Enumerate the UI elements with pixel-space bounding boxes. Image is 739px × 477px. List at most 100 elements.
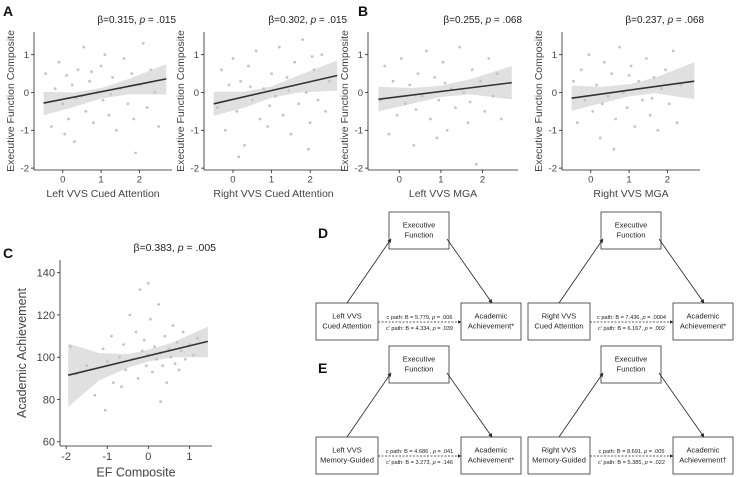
outcome-box bbox=[672, 436, 734, 475]
x-tick-label: 0 bbox=[60, 175, 65, 186]
a-path-arrow bbox=[558, 238, 604, 304]
mediator-label: Executive bbox=[403, 355, 436, 364]
data-point bbox=[132, 117, 136, 121]
data-point bbox=[115, 128, 118, 132]
data-point bbox=[610, 72, 614, 75]
data-point bbox=[262, 87, 266, 91]
c-prime-path-label-p-label: p bbox=[432, 326, 436, 332]
data-point bbox=[103, 408, 107, 412]
y-tick-label: 140 bbox=[37, 268, 55, 280]
mediator-label: Function bbox=[405, 231, 434, 240]
data-point bbox=[134, 151, 138, 155]
title-p-label: p bbox=[177, 242, 184, 254]
data-point bbox=[429, 117, 432, 121]
data-point bbox=[474, 162, 478, 166]
y-tick-label: 80 bbox=[43, 394, 55, 406]
x-tick-label: 0 bbox=[230, 175, 235, 186]
y-axis-label: Executive Function Composite bbox=[5, 30, 17, 172]
data-point bbox=[441, 60, 445, 64]
panel-letter-c: C bbox=[3, 245, 13, 261]
data-point bbox=[667, 102, 671, 106]
x-tick-label: 0 bbox=[145, 451, 151, 463]
data-point bbox=[92, 121, 95, 125]
mediator-box bbox=[388, 211, 450, 250]
predictor-box bbox=[315, 436, 379, 475]
data-point bbox=[109, 93, 113, 96]
outcome-label: Academic bbox=[687, 312, 720, 321]
regression-line bbox=[68, 340, 209, 376]
chart-b2: 0 1 2 -2 -1 0 1 Right VVS MGA Executive Function… bbox=[533, 15, 704, 200]
title-beta: β=0.302, bbox=[268, 15, 310, 26]
confidence-band bbox=[43, 64, 167, 116]
data-point bbox=[173, 362, 177, 365]
data-point bbox=[310, 55, 314, 58]
data-point bbox=[118, 355, 121, 359]
c-prime-path-label-text: c' path: B = 6.167, bbox=[598, 326, 645, 332]
data-point bbox=[175, 341, 179, 344]
data-point bbox=[266, 125, 270, 128]
title-p-value: = .015 bbox=[316, 15, 347, 26]
data-point bbox=[387, 132, 391, 136]
panel-letter-a: A bbox=[3, 3, 13, 19]
regression-line bbox=[213, 74, 338, 105]
title-beta: β=0.255, bbox=[443, 15, 485, 26]
data-point bbox=[627, 74, 631, 77]
data-point bbox=[316, 98, 320, 102]
data-point bbox=[483, 110, 487, 113]
data-point bbox=[629, 64, 633, 68]
c-path-label-p-label: p bbox=[642, 315, 646, 321]
data-point bbox=[88, 79, 91, 83]
data-point bbox=[231, 57, 235, 60]
c-path-label-p-label: p bbox=[431, 315, 435, 321]
y-tick-label: 0 bbox=[24, 88, 29, 99]
y-tick-label: -1 bbox=[549, 126, 557, 137]
data-point bbox=[466, 121, 470, 125]
predictor-label: Memory-Guided bbox=[532, 456, 586, 465]
data-point bbox=[437, 98, 441, 102]
data-point bbox=[138, 288, 142, 291]
regression-line bbox=[43, 78, 167, 104]
data-point bbox=[85, 364, 89, 368]
title-p-label: p bbox=[667, 15, 674, 26]
data-point bbox=[107, 113, 111, 117]
y-axis-label: Academic Achievement bbox=[15, 288, 29, 418]
data-point bbox=[652, 76, 656, 79]
data-point bbox=[235, 110, 239, 113]
data-point bbox=[625, 106, 629, 109]
data-point bbox=[155, 357, 158, 361]
data-point bbox=[181, 330, 185, 334]
data-point bbox=[412, 144, 416, 147]
y-tick-label: 100 bbox=[37, 352, 55, 364]
data-point bbox=[675, 121, 679, 125]
title-p-value: = .015 bbox=[145, 15, 176, 26]
c-prime-path-label: c' path: B = 3.273, p = .146 bbox=[386, 460, 453, 466]
data-point bbox=[308, 121, 312, 125]
data-point bbox=[146, 281, 150, 285]
predictor-label: Left VVS bbox=[332, 312, 362, 321]
data-point bbox=[395, 113, 399, 117]
outcome-label: Achievement* bbox=[468, 456, 514, 465]
mediator-box bbox=[600, 211, 662, 250]
data-point bbox=[289, 132, 293, 136]
data-point bbox=[462, 91, 466, 94]
x-tick-label: 2 bbox=[137, 175, 142, 186]
data-point bbox=[110, 334, 113, 338]
data-point bbox=[270, 72, 273, 75]
data-point bbox=[161, 364, 165, 368]
title-p-value: = .068 bbox=[491, 15, 522, 26]
predictor-label: Cued Attention bbox=[322, 322, 371, 331]
panel-letter-b: B bbox=[358, 3, 368, 19]
chart-c: -2 -1 0 1 60 80 100 120 140 EF Composite Academic … bbox=[15, 242, 216, 477]
data-point bbox=[169, 355, 173, 359]
data-point bbox=[633, 125, 637, 128]
data-point bbox=[495, 72, 499, 75]
data-point bbox=[304, 91, 308, 94]
data-point bbox=[468, 100, 472, 104]
mediator-label: Function bbox=[405, 365, 434, 374]
mediator-label: Executive bbox=[615, 355, 648, 364]
panel-letter-d: D bbox=[318, 225, 328, 241]
predictor-label: Memory-Guided bbox=[320, 456, 374, 465]
data-point bbox=[671, 49, 675, 53]
